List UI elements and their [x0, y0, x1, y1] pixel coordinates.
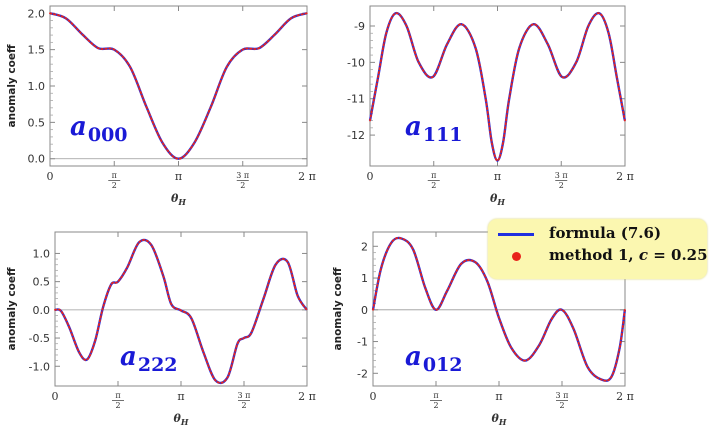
legend-c-symbol: c: [638, 246, 648, 264]
panel-label-sub: 000: [88, 124, 128, 146]
x-tick-label-den: 2: [431, 181, 436, 190]
x-axis-label-sub: H: [180, 417, 189, 427]
x-tick-label-num: π: [115, 391, 120, 400]
panel-label: a111: [405, 112, 463, 146]
panel-label-sub: 222: [138, 354, 178, 376]
panel-label: a000: [70, 112, 128, 146]
x-tick-label-num: π: [431, 171, 436, 180]
x-tick-label-num: 3 π: [238, 391, 251, 400]
plot-frame: [54, 231, 308, 387]
x-axis-label: θH: [492, 412, 507, 427]
y-tick-label: -10: [347, 56, 365, 69]
x-tick-label-num: π: [433, 391, 438, 400]
legend-label-method: method 1, c = 0.25: [549, 246, 708, 264]
series-method-points: [372, 237, 626, 382]
legend-label-formula: formula (7.6): [549, 224, 662, 242]
y-tick-label: -12: [347, 129, 365, 142]
x-tick-label: 0: [52, 390, 59, 403]
y-tick-label: -9: [354, 20, 365, 33]
y-tick-label: 1.0: [28, 80, 46, 93]
y-tick-label: -2: [357, 367, 368, 380]
panel-label-sub: 111: [423, 124, 463, 146]
x-tick-label-den: 2: [112, 181, 117, 190]
series-method-points: [369, 12, 626, 162]
x-tick-label-den: 2: [433, 401, 438, 410]
x-tick-label-den: 2: [240, 181, 245, 190]
y-tick-label: -1.0: [29, 360, 50, 373]
x-axis-label-sub: H: [177, 197, 186, 207]
x-tick-label-num: π: [112, 171, 117, 180]
y-tick-label: -11: [347, 93, 365, 106]
panel-label: a222: [120, 342, 178, 376]
x-tick-label: π: [177, 390, 184, 403]
x-tick-label: 2 π: [616, 170, 634, 183]
y-tick-label: 1: [361, 272, 368, 285]
y-tick-label: 2.0: [28, 7, 46, 20]
x-axis-label-sub: H: [498, 417, 507, 427]
legend-line-marker: [498, 233, 534, 236]
y-tick-label: 2: [361, 240, 368, 253]
legend-method-suffix: = 0.25: [648, 246, 708, 264]
panel-label: a012: [405, 342, 463, 376]
x-tick-label: 2 π: [298, 390, 316, 403]
x-tick-label-den: 2: [241, 401, 246, 410]
y-tick-label: 0.0: [33, 304, 51, 317]
legend-entry-formula: formula (7.6): [488, 223, 707, 245]
legend-entry-method: method 1, c = 0.25: [488, 245, 708, 267]
x-tick-label: 2 π: [616, 390, 634, 403]
y-tick-label: 0: [361, 304, 368, 317]
x-axis-label: θH: [174, 412, 189, 427]
x-tick-label: π: [495, 390, 502, 403]
series-method-points: [54, 239, 308, 384]
y-tick-label: 0.0: [28, 153, 46, 166]
x-tick-label: π: [494, 170, 501, 183]
series-method-points: [49, 12, 308, 160]
legend-method-prefix: method 1,: [549, 246, 639, 264]
y-tick-label: 0.5: [33, 276, 51, 289]
y-axis-label: anomaly coeff: [6, 44, 18, 127]
x-tick-label-den: 2: [559, 181, 564, 190]
y-tick-label: 1.5: [28, 44, 46, 57]
x-tick-label: 2 π: [298, 170, 316, 183]
x-axis-label: θH: [490, 192, 505, 207]
x-tick-label: 0: [47, 170, 54, 183]
x-tick-label-num: 3 π: [236, 171, 249, 180]
x-axis-label: θH: [171, 192, 186, 207]
x-tick-label: 0: [370, 390, 377, 403]
x-tick-label-den: 2: [115, 401, 120, 410]
y-tick-label: 0.5: [28, 116, 46, 129]
legend-dot-marker: [512, 252, 521, 261]
x-axis-label-sub: H: [496, 197, 505, 207]
x-tick-label-num: 3 π: [556, 391, 569, 400]
x-tick-label-den: 2: [559, 401, 564, 410]
y-tick-label: 1.0: [33, 247, 51, 260]
legend: formula (7.6) method 1, c = 0.25: [488, 219, 708, 279]
y-tick-label: -1: [357, 336, 368, 349]
y-axis-label: anomaly coeff: [332, 267, 344, 350]
x-tick-label: π: [175, 170, 182, 183]
x-tick-label: 0: [367, 170, 374, 183]
y-tick-label: -0.5: [29, 332, 50, 345]
x-tick-label-num: 3 π: [555, 171, 568, 180]
y-axis-label: anomaly coeff: [6, 267, 18, 350]
panel-label-sub: 012: [423, 354, 463, 376]
